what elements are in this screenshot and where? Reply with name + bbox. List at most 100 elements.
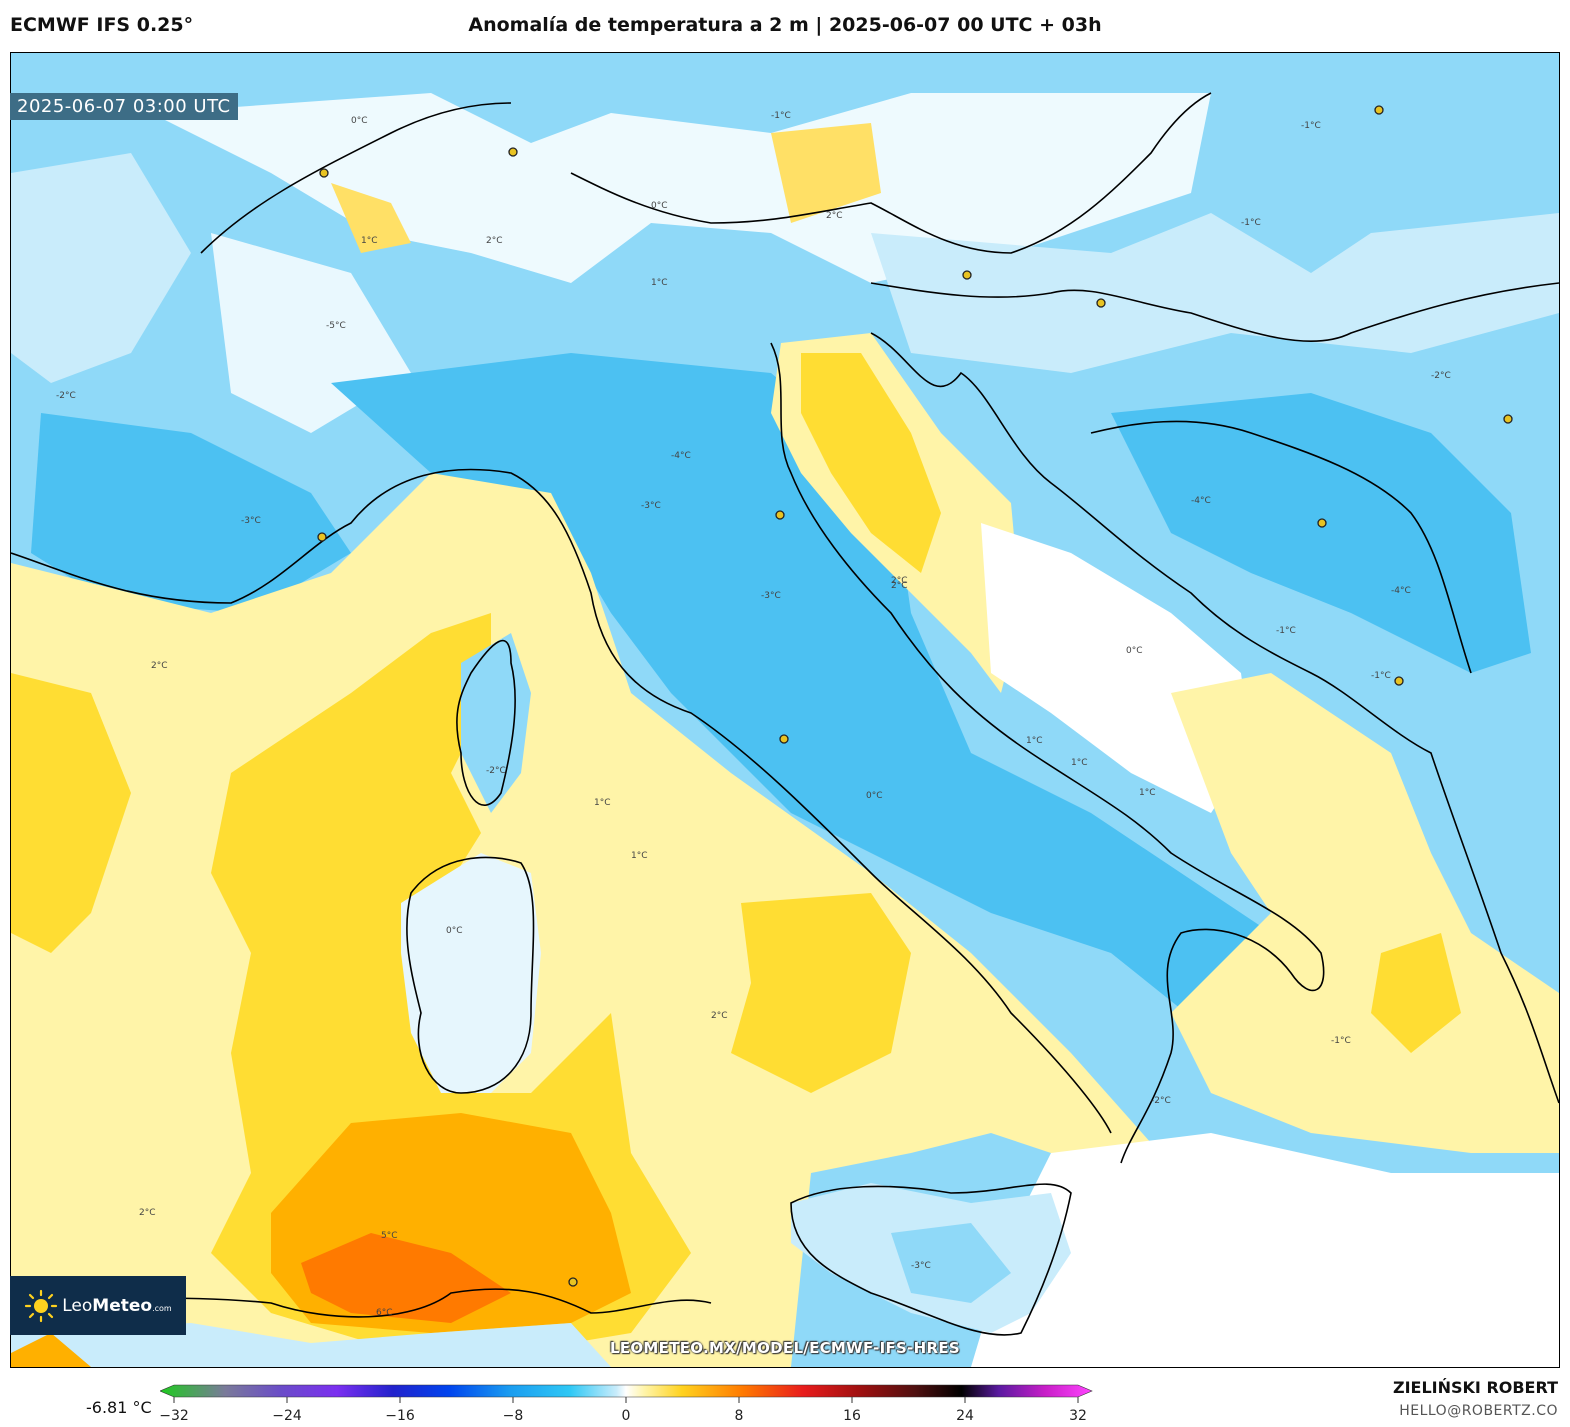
contour-label: 2°C — [891, 581, 908, 591]
contour-label: 1°C — [1026, 736, 1043, 746]
contour-label: -2°C — [56, 391, 76, 401]
author-email[interactable]: HELLO@ROBERTZ.CO — [1399, 1403, 1558, 1419]
contour-label: 6°C — [376, 1308, 393, 1318]
colorbar-tick-label: −16 — [385, 1408, 415, 1424]
colorbar-ticks: −32 −24 −16 −8 0 8 16 24 32 — [160, 1397, 1087, 1424]
contour-label: -2°C — [486, 766, 506, 776]
contour-label: 2°C — [891, 576, 908, 586]
contour-label: 2°C — [486, 236, 503, 246]
contour-label: 2°C — [711, 1011, 728, 1021]
border-1 — [200, 102, 512, 254]
contour-label: 1°C — [631, 851, 648, 861]
cold-band-apennines — [331, 353, 1331, 1033]
contour-label: -1°C — [1241, 218, 1261, 228]
sardinia-neutral — [401, 853, 541, 1093]
contour-label: -5°C — [326, 321, 346, 331]
logo-text: LeoMeteo.com — [62, 1295, 172, 1316]
contour-label: -3°C — [911, 1261, 931, 1271]
contour-label: -2°C — [1431, 371, 1451, 381]
sicily-cold-core — [891, 1223, 1011, 1303]
cold-light-west — [11, 153, 191, 383]
contour-label: -3°C — [241, 516, 261, 526]
adriatic-neutral — [981, 523, 1251, 813]
coast-sardinia — [406, 856, 535, 1094]
city-marker — [568, 1277, 578, 1287]
colorbar-tick-label: −8 — [503, 1408, 524, 1424]
contour-label: -4°C — [671, 451, 691, 461]
cold-band-france — [31, 413, 351, 613]
city-marker — [319, 168, 329, 178]
contour-label: 1°C — [1139, 788, 1156, 798]
city-markers — [317, 105, 1513, 1287]
city-marker — [962, 270, 972, 280]
contour-label: -4°C — [1391, 586, 1411, 596]
contour-label: 0°C — [1126, 646, 1143, 656]
colorbar: −32 −24 −16 −8 0 8 16 24 32 — [160, 1384, 1093, 1424]
contour-label: 0°C — [446, 926, 463, 936]
coast-balkans — [870, 332, 1559, 1104]
contour-label: 2°C — [151, 661, 168, 671]
colorbar-tick-label: 0 — [622, 1408, 631, 1424]
source-watermark: LEOMETEO.MX/MODEL/ECMWF-IFS-HRES — [609, 1339, 961, 1357]
city-marker — [1374, 105, 1384, 115]
author-name: ZIELIŃSKI ROBERT — [1392, 1378, 1558, 1397]
colorbar-tick-label: −32 — [160, 1408, 189, 1424]
warm-mid-tyrrhenian — [731, 893, 911, 1093]
contour-labels: 0°C -1°C -1°C 0°C 2°C 1°C 2°C 1°C -1°C -… — [56, 111, 1451, 1318]
contour-label: 2°C — [826, 211, 843, 221]
contour-label: -3°C — [641, 501, 661, 511]
colorbar-tick-label: 24 — [956, 1408, 974, 1424]
valid-time-badge: 2025-06-07 03:00 UTC — [10, 93, 238, 120]
colorbar-tick-label: −24 — [272, 1408, 302, 1424]
anomaly-map: 0°C -1°C -1°C 0°C 2°C 1°C 2°C 1°C -1°C -… — [11, 53, 1559, 1367]
contour-label: 0°C — [866, 791, 883, 801]
contour-label: -1°C — [771, 111, 791, 121]
legend-min-value: -6.81 °C — [86, 1398, 152, 1417]
contour-label: 1°C — [651, 278, 668, 288]
warm-patch-1 — [331, 183, 411, 253]
contour-label: -1°C — [1276, 626, 1296, 636]
colorbar-gradient — [160, 1384, 1093, 1398]
contour-label: -3°C — [761, 591, 781, 601]
colorbar-tick-label: 16 — [843, 1408, 861, 1424]
sun-logo-icon — [25, 1289, 58, 1322]
contour-label: 0°C — [351, 116, 368, 126]
contour-label: 1°C — [1071, 758, 1088, 768]
warm-mid-greece — [1371, 933, 1461, 1053]
map-canvas[interactable]: 0°C -1°C -1°C 0°C 2°C 1°C 2°C 1°C -1°C -… — [10, 52, 1560, 1368]
colorbar-tick-label: 32 — [1069, 1408, 1087, 1424]
city-marker — [1394, 676, 1404, 686]
cold-band-balkans — [1111, 393, 1531, 673]
leometeo-logo[interactable]: LeoMeteo.com — [10, 1276, 186, 1335]
neutral-patch-north — [151, 93, 1211, 283]
city-marker — [1096, 298, 1106, 308]
map-title: Anomalía de temperatura a 2 m | 2025-06-… — [468, 14, 1102, 36]
warm-patch-2 — [771, 123, 881, 223]
contour-label: -2°C — [1151, 1096, 1171, 1106]
warm-mid-west — [11, 673, 131, 953]
coast-france-italy-west — [11, 468, 1112, 1134]
coastlines — [11, 92, 1559, 1336]
border-3 — [870, 282, 1559, 343]
city-marker — [779, 734, 789, 744]
ionian-neutral — [971, 1133, 1559, 1367]
city-marker — [1317, 518, 1327, 528]
ionian-warm-light — [1171, 673, 1559, 1153]
colorbar-tick-label: 8 — [735, 1408, 744, 1424]
model-name: ECMWF IFS 0.25° — [10, 14, 194, 36]
adriatic-warm-mid — [801, 353, 941, 573]
contour-label: 0°C — [651, 201, 668, 211]
hot-core — [301, 1233, 511, 1323]
contour-label: 5°C — [381, 1231, 398, 1241]
city-marker — [1503, 414, 1513, 424]
contour-label: -1°C — [1301, 121, 1321, 131]
contour-label: 1°C — [594, 798, 611, 808]
coast-corsica — [456, 639, 516, 806]
coast-italy-east — [770, 342, 1325, 1164]
africa-warm-corner — [11, 1333, 91, 1367]
contour-label: -1°C — [1331, 1036, 1351, 1046]
cold-light-east — [871, 213, 1559, 373]
contour-label: -1°C — [1371, 671, 1391, 681]
contour-label: 1°C — [361, 236, 378, 246]
border-4 — [1090, 420, 1472, 674]
